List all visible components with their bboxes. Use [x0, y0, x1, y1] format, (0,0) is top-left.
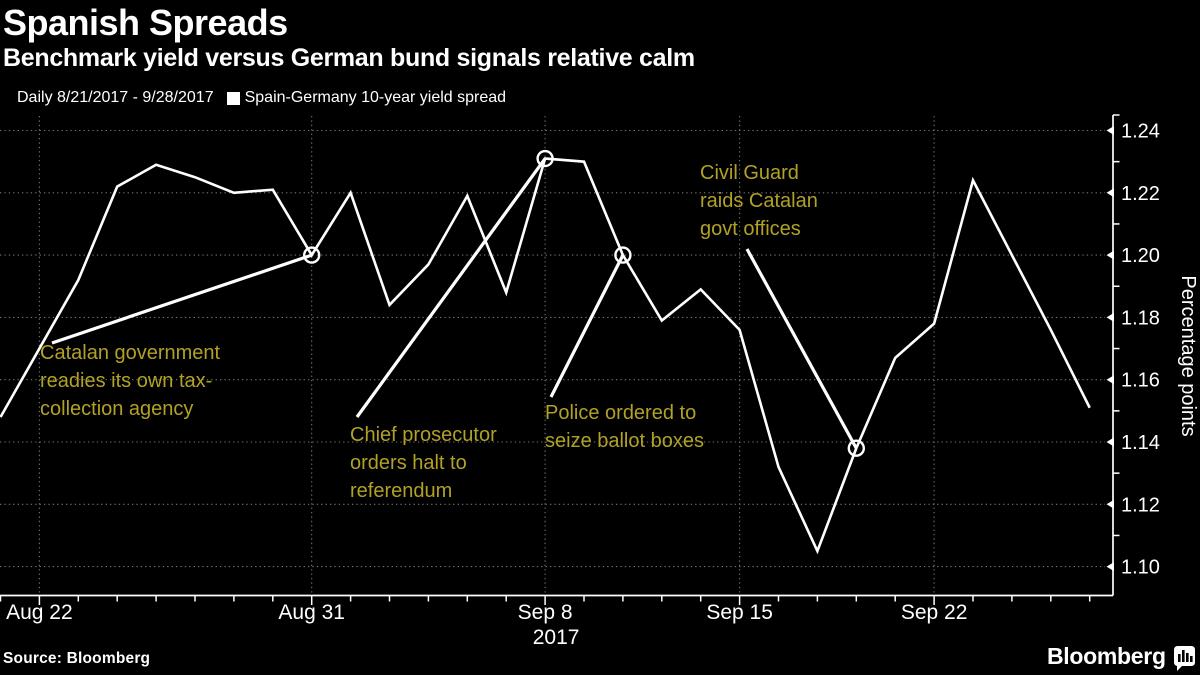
- y-axis-major-tick: [1106, 375, 1114, 385]
- y-axis-major-tick: [1106, 250, 1114, 260]
- y-axis-title: Percentage points: [1177, 275, 1199, 436]
- y-axis-major-tick: [1106, 437, 1114, 447]
- annotation-circle: [303, 246, 321, 264]
- y-axis-major-tick: [1106, 499, 1114, 509]
- x-axis-year-label: 2017: [533, 626, 580, 649]
- x-tick-label: Sep 22: [901, 601, 968, 624]
- x-tick-label: Sep 8: [518, 601, 573, 624]
- y-tick-label: 1.20: [1121, 245, 1160, 267]
- y-tick-label: 1.14: [1121, 432, 1160, 454]
- bloomberg-logo-icon: [1174, 646, 1195, 671]
- y-axis-major-tick: [1106, 312, 1114, 322]
- annotation-circle: [536, 149, 554, 168]
- y-tick-label: 1.12: [1121, 494, 1160, 516]
- y-tick-label: 1.22: [1121, 183, 1160, 205]
- x-tick-label: Aug 22: [6, 601, 73, 624]
- y-axis-major-tick: [1106, 188, 1114, 198]
- bloomberg-logo-text: Bloomberg: [1047, 643, 1166, 669]
- legend-swatch-icon: [226, 91, 240, 105]
- source-text: Source: Bloomberg: [3, 650, 151, 667]
- annotation-text: Civil Guard raids Catalan govt offices: [700, 162, 818, 240]
- annotation-circle: [847, 439, 865, 457]
- y-axis-major-tick: [1106, 562, 1114, 572]
- data-line: [0, 157, 1091, 555]
- annotation-pointer-line: [549, 254, 625, 398]
- annotation-text: Catalan government readies its own tax- …: [40, 342, 221, 420]
- x-tick-label: Aug 31: [278, 601, 345, 624]
- annotation-pointer-line: [355, 157, 547, 418]
- annotation-pointer-line: [51, 253, 313, 345]
- chart-subtitle: Benchmark yield versus German bund signa…: [3, 44, 695, 72]
- legend-series-label: Spain-Germany 10-year yield spread: [244, 89, 507, 106]
- annotation-circle: [614, 246, 632, 264]
- page-title: Spanish Spreads: [3, 2, 288, 43]
- chart-legend: Daily 8/21/2017 - 9/28/2017 Spain-German…: [17, 89, 506, 107]
- annotation-text: Chief prosecutor orders halt to referend…: [350, 424, 497, 502]
- x-tick-label: Sep 15: [706, 601, 773, 624]
- annotation-text: Police ordered to seize ballot boxes: [545, 402, 704, 452]
- y-tick-label: 1.16: [1121, 370, 1160, 392]
- legend-period: Daily 8/21/2017 - 9/28/2017: [17, 89, 214, 106]
- annotation-pointer-line: [745, 248, 858, 449]
- y-tick-label: 1.10: [1121, 557, 1160, 579]
- y-tick-label: 1.24: [1121, 121, 1160, 143]
- y-tick-label: 1.18: [1121, 307, 1160, 329]
- y-axis-major-tick: [1106, 126, 1114, 135]
